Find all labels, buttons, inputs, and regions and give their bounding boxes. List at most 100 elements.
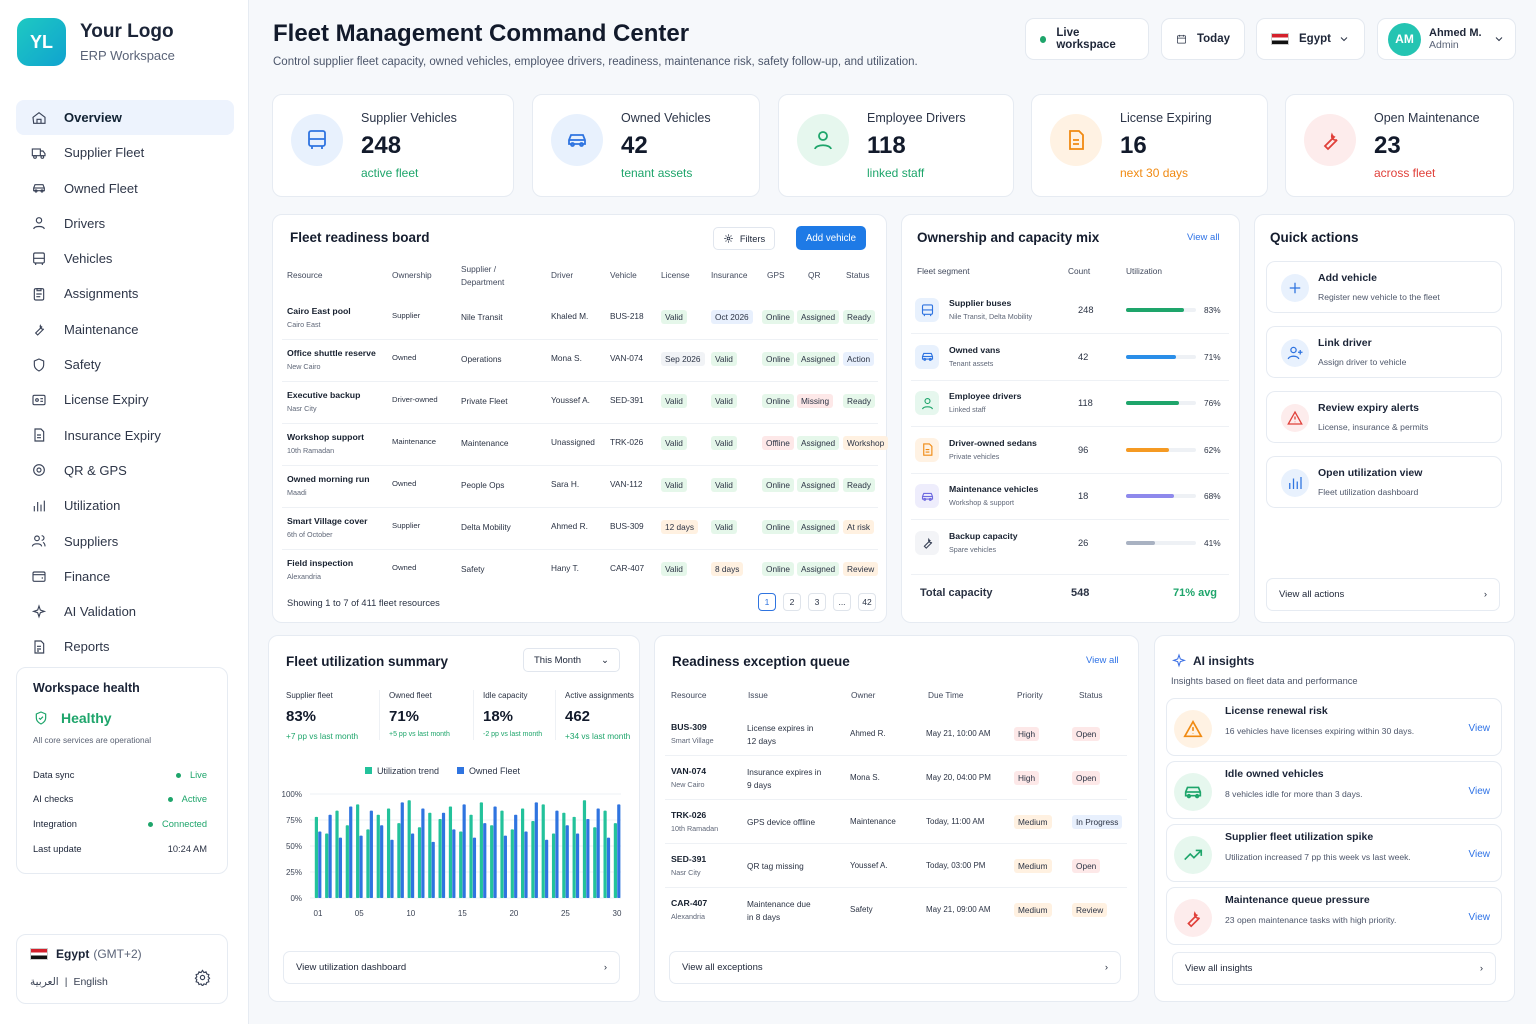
quick-action-add-vehicle[interactable]: Add vehicle Register new vehicle to the f…	[1266, 261, 1502, 313]
exception-resource[interactable]: BUS-309	[671, 722, 707, 732]
user-text: Ahmed M. Admin	[1429, 27, 1482, 51]
driver: Ahmed R.	[551, 521, 588, 531]
stat-divider	[473, 690, 474, 740]
kpi-card-supplier-vehicles[interactable]: Supplier Vehicles 248 active fleet	[272, 94, 514, 197]
driver: Sara H.	[551, 479, 580, 489]
settings-gear-icon[interactable]	[194, 969, 211, 986]
kpi-card-employee-drivers[interactable]: Employee Drivers 118 linked staff	[778, 94, 1014, 197]
quick-action-open-utilization-view[interactable]: Open utilization view Fleet utilization d…	[1266, 456, 1502, 508]
insight-view-link[interactable]: View	[1468, 912, 1491, 923]
sidebar-item-maintenance[interactable]: Maintenance	[16, 312, 234, 347]
sidebar-item-insurance-expiry[interactable]: Insurance Expiry	[16, 418, 234, 453]
sidebar-item-finance[interactable]: Finance	[16, 559, 234, 594]
resource-name[interactable]: Smart Village cover	[287, 516, 368, 526]
stat-divider	[379, 690, 380, 740]
sidebar-item-vehicles[interactable]: Vehicles	[16, 241, 234, 276]
exception-resource[interactable]: TRK-026	[671, 810, 707, 820]
insight-sub: 8 vehicles idle for more than 3 days.	[1225, 789, 1363, 799]
resource-name[interactable]: Cairo East pool	[287, 306, 351, 316]
sidebar-item-safety[interactable]: Safety	[16, 347, 234, 382]
document-icon	[915, 437, 939, 462]
car-icon	[1174, 773, 1212, 811]
exception-resource[interactable]: SED-391	[671, 854, 707, 864]
sidebar-item-reports[interactable]: Reports	[16, 629, 234, 664]
user-menu[interactable]: AM Ahmed M. Admin	[1377, 18, 1516, 60]
sidebar-item-qr-gps[interactable]: QR & GPS	[16, 453, 234, 488]
locale-country[interactable]: Egypt (GMT+2)	[30, 947, 142, 961]
queue-view-all-link[interactable]: View all	[1086, 655, 1119, 666]
quick-action-title: Add vehicle	[1318, 272, 1377, 284]
bar-owned-fleet	[483, 823, 487, 898]
bar-owned-fleet	[472, 837, 477, 898]
country-select[interactable]: Egypt	[1256, 18, 1365, 60]
util-stat-value: 18%	[483, 708, 514, 725]
user-info: AM Ahmed M. Admin	[1388, 22, 1482, 56]
mix-view-all-link[interactable]: View all	[1187, 232, 1220, 243]
status-badge: Review	[1072, 903, 1108, 917]
insight-view-link[interactable]: View	[1468, 849, 1491, 860]
today-button[interactable]: Today	[1161, 18, 1245, 60]
add-vehicle-button[interactable]: Add vehicle	[796, 226, 866, 250]
utilization-bar	[1126, 447, 1170, 452]
bar-owned-fleet	[452, 829, 456, 898]
sidebar-item-license-expiry[interactable]: License Expiry	[16, 382, 234, 417]
sidebar-item-overview[interactable]: Overview	[16, 100, 234, 135]
quick-action-link-driver[interactable]: Link driver Assign driver to vehicle	[1266, 326, 1502, 378]
segment-count: 18	[1078, 491, 1089, 501]
kpi-card-license-expiring[interactable]: License Expiring 16 next 30 days	[1031, 94, 1268, 197]
filters-button[interactable]: Filters	[713, 227, 775, 250]
kpi-card-owned-vehicles[interactable]: Owned Vehicles 42 tenant assets	[532, 94, 760, 197]
view-all-actions-button[interactable]: View all actions ›	[1266, 578, 1500, 611]
page-button[interactable]: 2	[783, 593, 801, 611]
table-header: Status	[846, 270, 870, 280]
bar-chart-icon	[30, 497, 48, 515]
warning-icon	[1281, 404, 1309, 432]
sidebar-item-assignments[interactable]: Assignments	[16, 276, 234, 311]
page-button[interactable]: 3	[808, 593, 826, 611]
table-header: QR	[808, 270, 821, 280]
insight-view-link[interactable]: View	[1468, 723, 1491, 734]
bar-utilization-trend	[500, 810, 504, 898]
sidebar-item-owned-fleet[interactable]: Owned Fleet	[16, 171, 234, 206]
fleet-readiness-board	[272, 214, 887, 623]
health-row-value: Active	[168, 794, 207, 804]
kpi-card-open-maintenance[interactable]: Open Maintenance 23 across fleet	[1285, 94, 1514, 197]
sidebar-item-utilization[interactable]: Utilization	[16, 488, 234, 523]
segment-count: 118	[1078, 398, 1093, 408]
sidebar-item-drivers[interactable]: Drivers	[16, 206, 234, 241]
lang-english[interactable]: English	[73, 976, 108, 988]
vehicle-id: VAN-112	[610, 479, 643, 489]
view-all-insights-button[interactable]: View all insights ›	[1172, 952, 1496, 985]
user-plus-icon	[1281, 339, 1309, 367]
sidebar-item-suppliers[interactable]: Suppliers	[16, 524, 234, 559]
chevron-right-icon: ›	[1479, 963, 1483, 974]
sidebar-item-supplier-fleet[interactable]: Supplier Fleet	[16, 135, 234, 170]
page-button[interactable]: ...	[833, 593, 851, 611]
table-header: Issue	[748, 690, 768, 700]
driver: Unassigned	[551, 437, 595, 447]
lang-arabic[interactable]: العربية	[30, 976, 59, 988]
page-button[interactable]: 1	[758, 593, 776, 611]
quick-action-review-expiry-alerts[interactable]: Review expiry alerts License, insurance &…	[1266, 391, 1502, 443]
table-header: License	[661, 270, 690, 280]
view-all-exceptions-button[interactable]: View all exceptions ›	[669, 951, 1121, 984]
exception-resource[interactable]: CAR-407	[671, 898, 708, 908]
y-tick-label: 75%	[286, 816, 302, 825]
exception-resource[interactable]: VAN-074	[671, 766, 707, 776]
live-workspace-pill[interactable]: Live workspace	[1025, 18, 1149, 60]
resource-name[interactable]: Owned morning run	[287, 474, 370, 484]
period-select[interactable]: This Month ⌄	[523, 648, 620, 672]
kpi-subtext: tenant assets	[621, 166, 693, 180]
page-button[interactable]: 42	[858, 593, 876, 611]
resource-name[interactable]: Executive backup	[287, 390, 361, 400]
resource-location: Cairo East	[287, 320, 321, 329]
insight-view-link[interactable]: View	[1468, 786, 1491, 797]
sidebar-item-ai-validation[interactable]: AI Validation	[16, 594, 234, 629]
view-utilization-dashboard-button[interactable]: View utilization dashboard ›	[283, 951, 620, 984]
resource-name[interactable]: Office shuttle reserve	[287, 348, 376, 358]
resource-name[interactable]: Workshop support	[287, 432, 365, 442]
resource-name[interactable]: Field inspection	[287, 558, 354, 568]
wallet-icon	[30, 567, 48, 585]
bar-utilization-trend	[417, 827, 422, 898]
utilization-title: Fleet utilization summary	[286, 654, 449, 669]
